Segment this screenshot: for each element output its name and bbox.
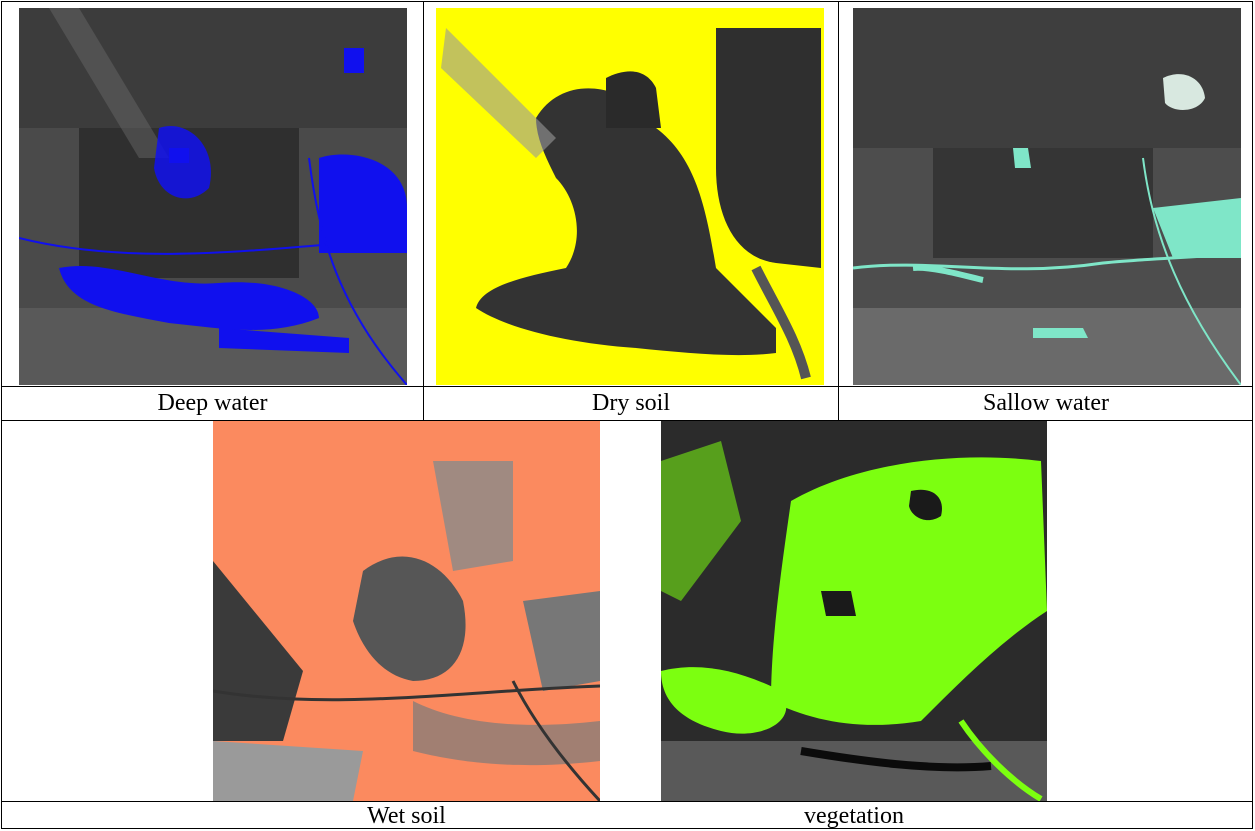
caption-vegetation: vegetation bbox=[804, 803, 904, 829]
grid-divider bbox=[1, 801, 1253, 802]
grid-divider bbox=[838, 1, 839, 424]
shallow-water-map-image bbox=[853, 8, 1241, 385]
caption-wet-soil: Wet soil bbox=[367, 803, 446, 829]
wet-soil-map-image bbox=[213, 421, 600, 801]
vegetation-map-image bbox=[661, 421, 1047, 801]
caption-dry-soil: Dry soil bbox=[592, 390, 670, 416]
dry-soil-map-image bbox=[436, 8, 824, 385]
caption-deep-water: Deep water bbox=[157, 390, 268, 416]
grid-divider bbox=[423, 1, 424, 424]
deep-water-map-image bbox=[19, 8, 407, 385]
grid-divider bbox=[1, 386, 1253, 387]
caption-shallow-water: Sallow water bbox=[983, 390, 1109, 416]
grid-divider bbox=[1, 420, 1253, 421]
